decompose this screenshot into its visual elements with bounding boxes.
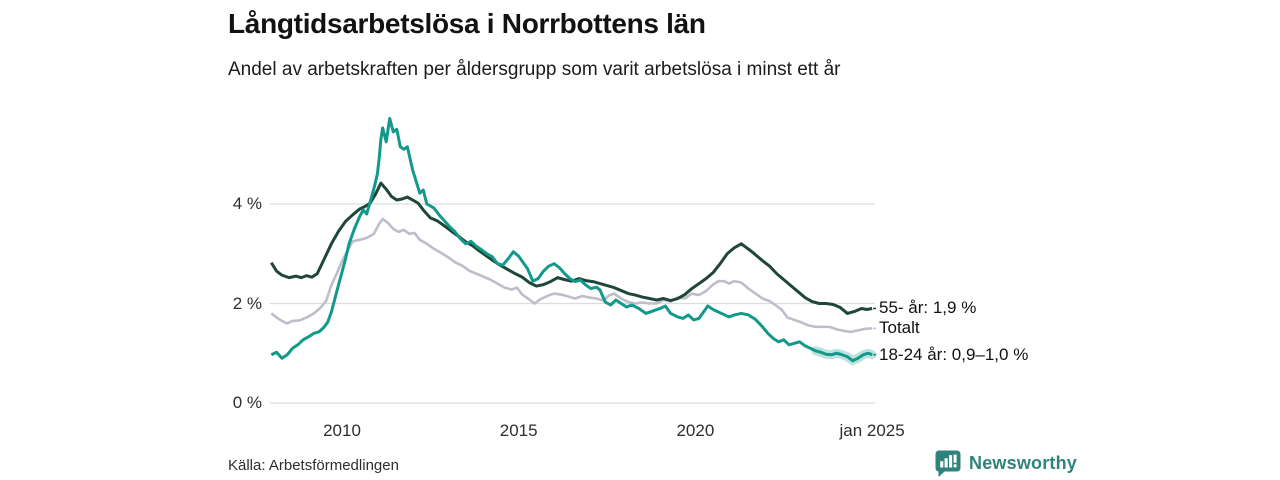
series-line-Totalt xyxy=(270,217,873,334)
legend-label-Totalt: Totalt xyxy=(879,318,920,338)
bar-large xyxy=(949,455,953,468)
legend-label-18-24 år: 18-24 år: 0,9–1,0 % xyxy=(879,344,1029,364)
bar-medium xyxy=(944,458,948,468)
x-tick-label: 2020 xyxy=(676,421,715,440)
newsworthy-icon xyxy=(935,450,961,477)
confidence-band-18-24 år xyxy=(811,346,877,366)
newsworthy-logo: Newsworthy xyxy=(934,449,1077,478)
exclamation-dot xyxy=(953,464,957,468)
x-tick-label: jan 2025 xyxy=(839,421,905,440)
series-line-18-24 år xyxy=(270,116,873,363)
y-tick-label: 4 % xyxy=(232,194,262,213)
brand-name: Newsworthy xyxy=(969,453,1078,473)
series-line-55- år xyxy=(270,181,873,315)
x-tick-label: 2010 xyxy=(323,421,361,440)
x-tick-label: 2015 xyxy=(499,421,538,440)
bar-small xyxy=(940,461,944,468)
legend-label-55- år: 55- år: 1,9 % xyxy=(879,298,977,318)
exclamation-bar xyxy=(953,454,957,463)
chart-title: Långtidsarbetslösa i Norrbottens län xyxy=(228,8,706,39)
y-tick-label: 0 % xyxy=(232,393,262,412)
chart-subtitle: Andel av arbetskraften per åldersgrupp s… xyxy=(228,59,841,80)
y-tick-label: 2 % xyxy=(232,293,262,313)
speech-bubble-shape xyxy=(935,450,961,477)
source-note: Källa: Arbetsförmedlingen xyxy=(228,457,399,474)
